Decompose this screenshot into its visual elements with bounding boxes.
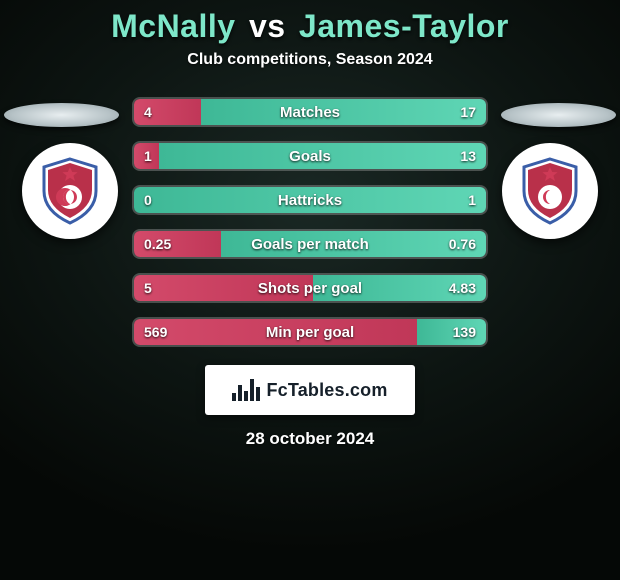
stat-row: 5Shots per goal4.83	[132, 273, 488, 303]
stat-bar-left-fill	[134, 319, 417, 345]
logo-bar	[238, 385, 242, 401]
stat-bar-right-fill	[201, 99, 486, 125]
stat-bar-left-fill	[134, 231, 221, 257]
vs-text: vs	[249, 8, 286, 44]
shield-icon	[520, 157, 580, 225]
fctables-logo-icon	[232, 379, 260, 401]
subtitle: Club competitions, Season 2024	[0, 51, 620, 69]
stat-row: 1Goals13	[132, 141, 488, 171]
player1-name: McNally	[111, 8, 235, 44]
player1-platform	[4, 103, 119, 127]
logo-bar	[232, 393, 236, 401]
player1-club-badge	[22, 143, 118, 239]
stat-bar-left-fill	[134, 275, 313, 301]
logo-bar	[256, 387, 260, 401]
comparison-stage: 4Matches17 1Goals13 0Hattricks1 0.25Goals p…	[0, 95, 620, 347]
stat-bar-right-fill	[417, 319, 486, 345]
shield-icon	[40, 157, 100, 225]
stat-bar-right-fill	[313, 275, 486, 301]
generated-date: 28 october 2024	[0, 429, 620, 449]
stat-row: 0Hattricks1	[132, 185, 488, 215]
site-attribution[interactable]: FcTables.com	[205, 365, 415, 415]
player2-name: James-Taylor	[299, 8, 509, 44]
comparison-card: McNally vs James-Taylor Club competition…	[0, 0, 620, 449]
logo-bar	[244, 391, 248, 401]
stat-bar-right-fill	[159, 143, 486, 169]
player2-platform	[501, 103, 616, 127]
player2-club-badge	[502, 143, 598, 239]
page-title: McNally vs James-Taylor	[0, 8, 620, 45]
stat-bar-left-fill	[134, 143, 159, 169]
site-name: FcTables.com	[266, 380, 387, 401]
stat-bar-right-fill	[134, 187, 486, 213]
stat-row: 569Min per goal139	[132, 317, 488, 347]
stat-bar-left-fill	[134, 99, 201, 125]
stat-row: 4Matches17	[132, 97, 488, 127]
stat-row: 0.25Goals per match0.76	[132, 229, 488, 259]
logo-bar	[250, 379, 254, 401]
stats-bars: 4Matches17 1Goals13 0Hattricks1 0.25Goals p…	[132, 95, 488, 347]
stat-bar-right-fill	[221, 231, 486, 257]
